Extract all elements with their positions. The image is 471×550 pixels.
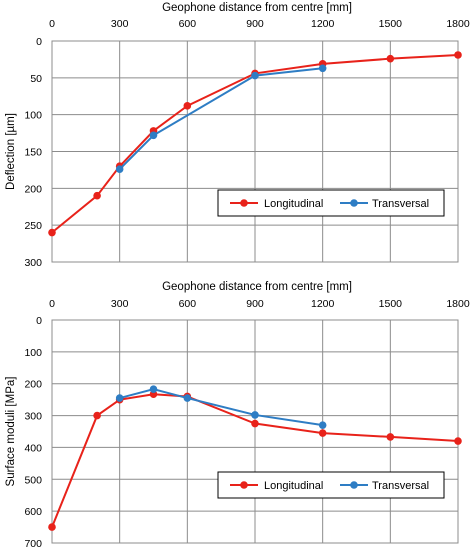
y-tick-label: 300 bbox=[24, 411, 42, 423]
legend-label: Transversal bbox=[372, 480, 429, 492]
x-tick-label: 0 bbox=[49, 298, 55, 310]
legend-entry: Transversal bbox=[340, 198, 429, 210]
x-tick-label: 900 bbox=[246, 298, 264, 310]
y-tick-label: 150 bbox=[24, 147, 42, 159]
legend-marker bbox=[350, 481, 358, 489]
legend-entry: Transversal bbox=[340, 480, 429, 492]
chart-1: Geophone distance from centre [mm] Deflec… bbox=[5, 2, 470, 269]
series-line bbox=[118, 67, 323, 170]
x-tick-label: 1200 bbox=[311, 298, 335, 310]
x-tick-label: 300 bbox=[111, 18, 129, 30]
series-transversal bbox=[115, 385, 327, 429]
x-tick-label: 1800 bbox=[446, 18, 470, 30]
x-tick-label: 1800 bbox=[446, 298, 470, 310]
y-tick-label: 0 bbox=[36, 36, 42, 48]
y-tick-label: 600 bbox=[24, 506, 42, 518]
data-point bbox=[386, 433, 395, 441]
chart-title: Geophone distance from centre [mm] bbox=[162, 2, 352, 14]
x-tick-label: 600 bbox=[179, 18, 197, 30]
data-point bbox=[318, 421, 327, 429]
legend-marker bbox=[240, 199, 248, 207]
legend-entry: Longitudinal bbox=[230, 480, 323, 492]
data-point bbox=[93, 411, 101, 420]
chart-2: Geophone distance from centre [mm] Surfac… bbox=[5, 281, 470, 550]
y-tick-label: 100 bbox=[24, 110, 42, 122]
legend: Longitudinal Transversal bbox=[217, 471, 445, 499]
data-point bbox=[115, 394, 124, 402]
data-point bbox=[115, 165, 124, 173]
legend-entry: Longitudinal bbox=[230, 198, 323, 210]
y-tick-label: 500 bbox=[24, 474, 42, 486]
legend-label: Longitudinal bbox=[264, 198, 323, 210]
y-tick-label: 0 bbox=[36, 315, 42, 327]
plot-frame bbox=[51, 319, 459, 544]
y-tick-label: 50 bbox=[30, 73, 42, 85]
y-tick-label: 200 bbox=[24, 379, 42, 391]
data-point bbox=[251, 419, 259, 428]
y-axis-label: Deflection [µm] bbox=[5, 113, 17, 190]
legend-marker bbox=[240, 481, 248, 489]
data-point bbox=[183, 394, 192, 402]
y-tick-label: 250 bbox=[24, 220, 42, 232]
x-tick-label: 1200 bbox=[311, 18, 335, 30]
legend-label: Transversal bbox=[372, 198, 429, 210]
y-tick-label: 100 bbox=[24, 347, 42, 359]
data-point bbox=[386, 54, 395, 63]
data-point bbox=[251, 411, 259, 419]
data-point bbox=[318, 429, 327, 437]
y-tick-label: 700 bbox=[24, 538, 42, 550]
data-point bbox=[48, 523, 56, 531]
y-tick-label: 200 bbox=[24, 183, 42, 195]
y-axis-label: Surface moduli [MPa] bbox=[5, 377, 17, 487]
plot-frame bbox=[51, 40, 459, 263]
legend: Longitudinal Transversal bbox=[217, 189, 445, 217]
data-point bbox=[454, 51, 462, 59]
x-tick-label: 600 bbox=[179, 298, 197, 310]
data-point bbox=[183, 102, 192, 110]
data-point bbox=[93, 191, 101, 200]
x-tick-label: 1500 bbox=[379, 298, 403, 310]
legend-label: Longitudinal bbox=[264, 480, 323, 492]
x-tick-label: 900 bbox=[246, 18, 264, 30]
y-tick-label: 300 bbox=[24, 257, 42, 269]
data-point bbox=[251, 71, 259, 80]
data-point bbox=[318, 64, 327, 73]
data-point bbox=[149, 131, 158, 140]
data-point bbox=[454, 437, 462, 445]
y-tick-label: 400 bbox=[24, 442, 42, 454]
x-tick-label: 0 bbox=[49, 18, 55, 30]
data-point bbox=[149, 385, 158, 393]
data-point bbox=[48, 228, 56, 237]
legend-marker bbox=[350, 199, 358, 207]
series-transversal bbox=[115, 64, 327, 173]
chart-title: Geophone distance from centre [mm] bbox=[162, 281, 352, 293]
x-tick-label: 300 bbox=[111, 298, 129, 310]
x-tick-label: 1500 bbox=[379, 18, 403, 30]
